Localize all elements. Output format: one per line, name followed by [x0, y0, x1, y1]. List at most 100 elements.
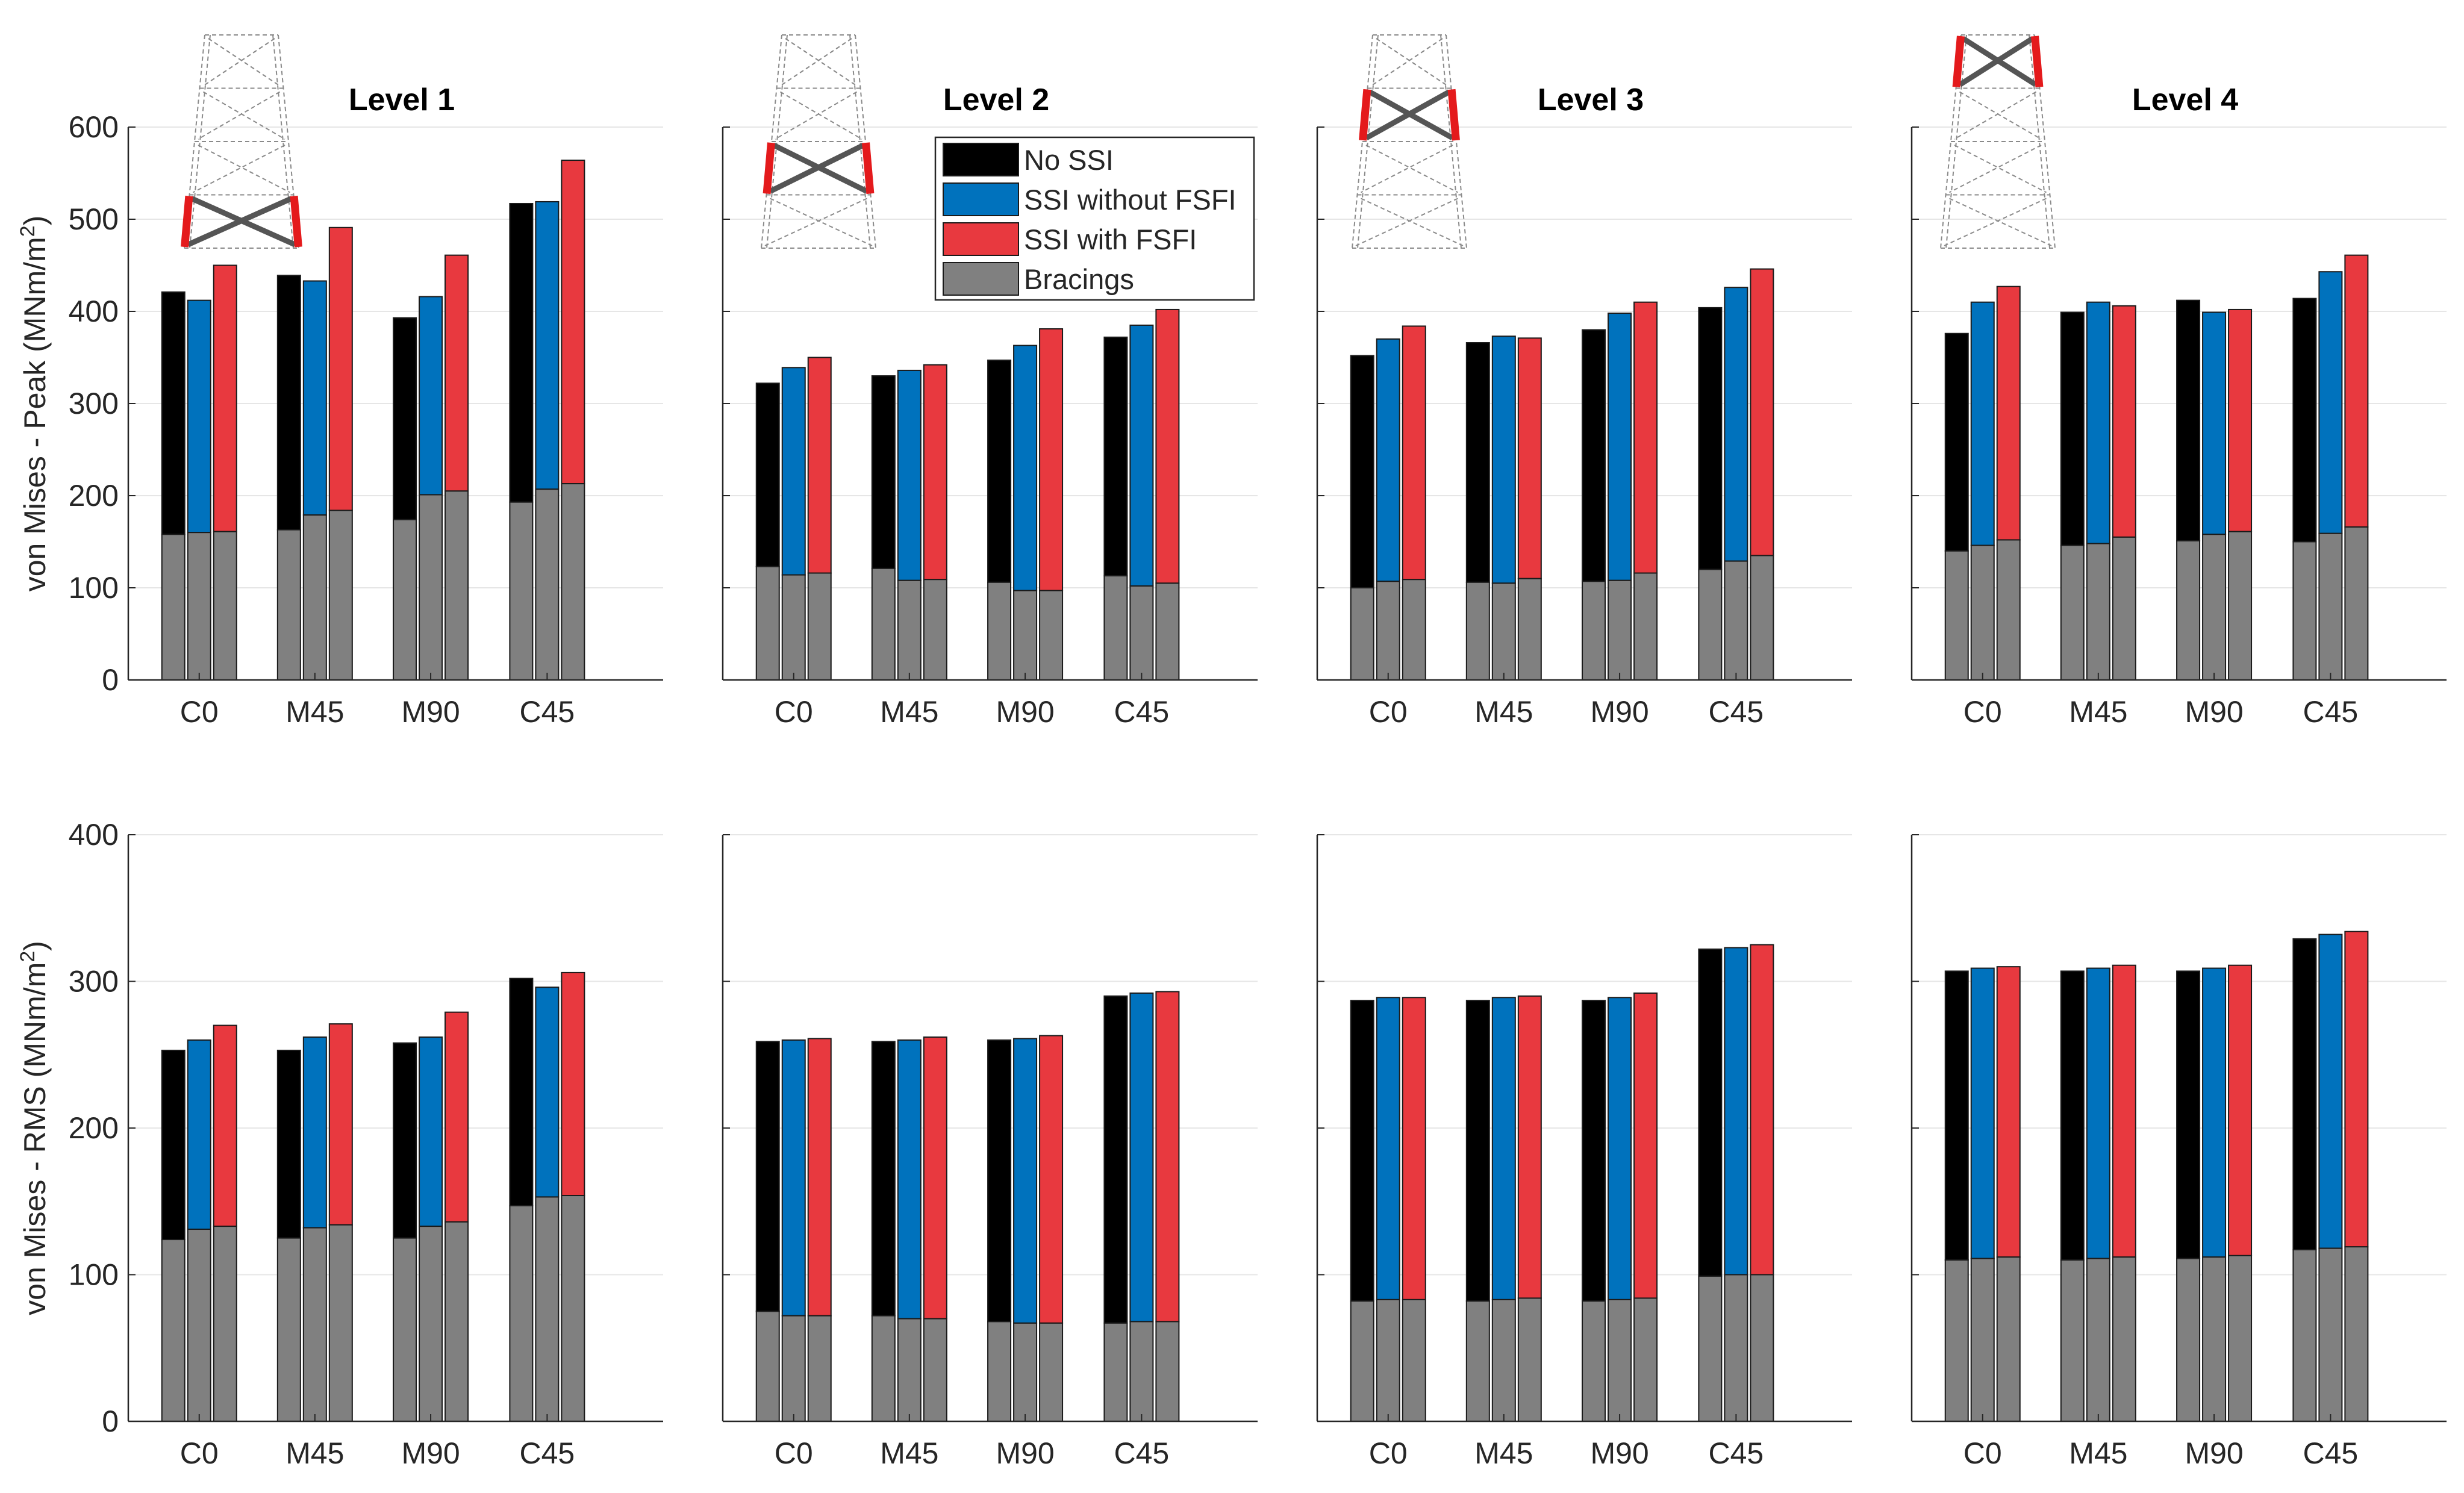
bar-bracings: [1724, 1274, 1748, 1422]
x-tick-label: C45: [520, 695, 575, 729]
bar-bracings: [2228, 531, 2253, 681]
bar-ssi-without-fsfi: [2202, 311, 2227, 535]
jacket-brace-dashed: [1370, 38, 1443, 87]
bar-ssi-with-fsfi: [561, 971, 585, 1197]
bar-no-ssi: [1944, 332, 1969, 552]
bar-ssi-with-fsfi: [923, 364, 947, 581]
bar-bracings: [1129, 1321, 1154, 1422]
bar-ssi-with-fsfi: [2228, 308, 2253, 532]
bar-ssi-with-fsfi: [807, 357, 832, 574]
bar-ssi-with-fsfi: [1750, 944, 1774, 1276]
bar-bracings: [1608, 579, 1632, 681]
bar-bracings: [1750, 1274, 1774, 1422]
bar-ssi-without-fsfi: [535, 201, 560, 490]
bar-ssi-without-fsfi: [1376, 997, 1400, 1300]
bar-bracings: [807, 572, 832, 681]
bar-bracings: [213, 531, 237, 681]
bar-bracings: [1465, 581, 1490, 681]
jacket-leg: [766, 34, 788, 249]
bar-ssi-with-fsfi: [328, 1023, 353, 1226]
bar-bracings: [1698, 1275, 1723, 1423]
bar-no-ssi: [871, 375, 896, 569]
bar-bracings: [755, 566, 780, 681]
bar-ssi-with-fsfi: [444, 254, 469, 492]
x-tick-label: C0: [180, 695, 219, 729]
bar-ssi-with-fsfi: [213, 1024, 237, 1227]
jacket-brace-dashed: [775, 91, 858, 140]
legend-label: SSI without FSFI: [1024, 184, 1237, 216]
bar-bracings: [187, 532, 211, 681]
bar-no-ssi: [276, 275, 301, 531]
bar-bracings: [561, 483, 585, 681]
x-tick-label: C0: [1963, 1436, 2002, 1470]
jacket-brace-highlight: [1365, 89, 1451, 140]
bar-bracings: [807, 1315, 832, 1422]
bar-ssi-with-fsfi: [1402, 325, 1426, 581]
bar-bracings: [161, 1239, 186, 1423]
x-tick-label: M45: [880, 1436, 938, 1470]
bar-ssi-without-fsfi: [897, 369, 922, 581]
x-tick-label: C45: [1114, 1436, 1170, 1470]
bar-ssi-without-fsfi: [2086, 967, 2110, 1259]
jacket-brace-dashed: [1355, 198, 1458, 246]
jacket-inset-level-2: [761, 34, 876, 249]
x-tick-label: M90: [2185, 1436, 2243, 1470]
bar-bracings: [2202, 1256, 2227, 1423]
bar-bracings: [509, 501, 534, 681]
bar-ssi-without-fsfi: [2202, 967, 2227, 1258]
bar-ssi-without-fsfi: [302, 1036, 327, 1229]
bar-bracings: [2228, 1255, 2253, 1422]
bar-bracings: [535, 1196, 560, 1422]
bar-no-ssi: [2176, 970, 2201, 1259]
bar-ssi-with-fsfi: [923, 1036, 947, 1320]
bar-ssi-without-fsfi: [1608, 313, 1632, 581]
bar-bracings: [393, 519, 417, 681]
bar-bracings: [444, 1221, 469, 1422]
bar-no-ssi: [393, 317, 417, 520]
bar-ssi-without-fsfi: [419, 1036, 443, 1227]
bar-no-ssi: [1103, 336, 1128, 577]
bar-bracings: [1970, 1258, 1995, 1423]
x-tick-label: C45: [2303, 695, 2359, 729]
jacket-brace-dashed: [1365, 145, 1458, 193]
jacket-brace-dashed: [1954, 91, 2037, 140]
bar-bracings: [2202, 534, 2227, 681]
x-tick-label: M90: [1590, 1436, 1648, 1470]
bar-bracings: [561, 1195, 585, 1422]
bar-bracings: [1103, 575, 1128, 681]
x-tick-label: M45: [1474, 1436, 1533, 1470]
jacket-brace-dashed: [779, 91, 862, 140]
panel-title-level-1: Level 1: [349, 83, 455, 117]
bar-no-ssi: [1103, 995, 1128, 1324]
jacket-brace-dashed: [208, 38, 281, 87]
y-tick-label: 400: [69, 818, 119, 852]
bar-ssi-with-fsfi: [213, 264, 237, 532]
x-tick-label: C45: [1709, 1436, 1764, 1470]
bar-bracings: [419, 1226, 443, 1423]
x-tick-label: M90: [401, 695, 460, 729]
panel-title-level-4: Level 4: [2132, 83, 2238, 117]
bar-bracings: [328, 1224, 353, 1422]
bar-ssi-with-fsfi: [1750, 268, 1774, 556]
jacket-brace-dashed: [1361, 198, 1464, 246]
bar-bracings: [276, 1237, 301, 1422]
jacket-leg-highlight: [2031, 36, 2044, 88]
bar-bracings: [871, 1315, 896, 1422]
bar-bracings: [1350, 587, 1374, 681]
bar-bracings: [161, 534, 186, 681]
bar-bracings: [2176, 540, 2201, 681]
legend-label: SSI with FSFI: [1024, 223, 1197, 255]
bar-bracings: [2292, 1249, 2317, 1422]
bar-ssi-without-fsfi: [1970, 301, 1995, 546]
bar-bracings: [871, 567, 896, 681]
jacket-brace-dashed: [1949, 145, 2042, 193]
bar-no-ssi: [1698, 948, 1723, 1277]
y-tick-label: 600: [69, 110, 119, 144]
bar-ssi-with-fsfi: [1633, 992, 1658, 1299]
bar-bracings: [1698, 569, 1723, 681]
bar-ssi-without-fsfi: [1970, 967, 1995, 1259]
y-tick-label: 0: [102, 663, 119, 697]
bar-bracings: [276, 529, 301, 681]
x-tick-label: M90: [2185, 695, 2243, 729]
bar-bracings: [1491, 582, 1516, 681]
